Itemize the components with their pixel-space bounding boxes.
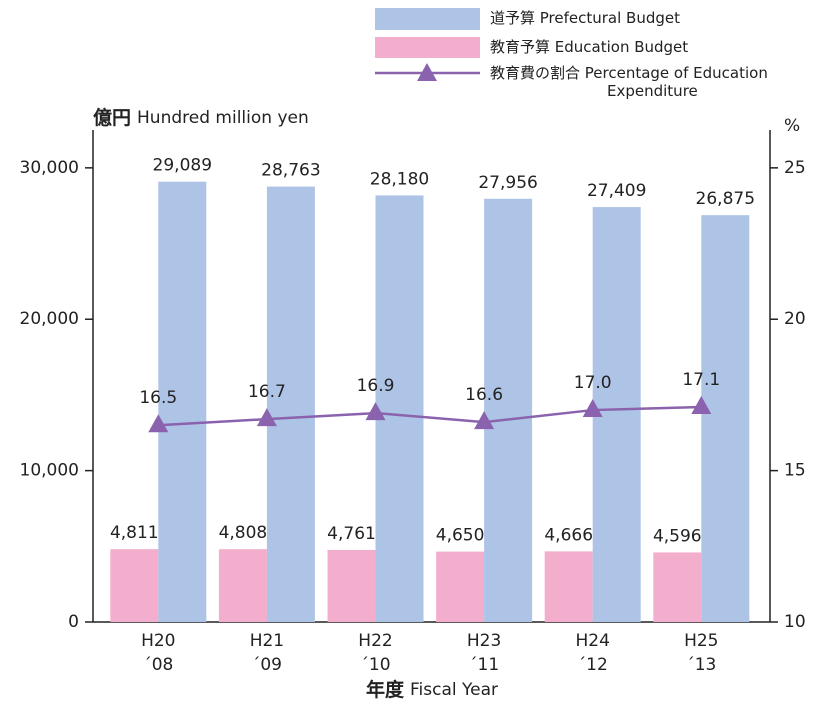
line-marker [582,399,603,418]
legend-swatch [375,37,480,58]
y2-tick-label: 10 [784,612,806,632]
bar-value-label: 26,875 [696,189,755,209]
legend-marker [417,63,437,81]
line-value-label: 17.0 [574,373,612,393]
legend-label: 教育費の割合 Percentage of Education Expenditu… [490,64,768,100]
line-value-label: 16.6 [465,385,503,405]
bar [701,215,750,622]
x-axis-label-ja: 年度 [366,678,405,701]
x-tick-label: ´08 [143,655,173,675]
bar [484,198,533,622]
bar [266,186,315,622]
bar-value-label: 4,650 [436,526,485,546]
y-tick-label: 10,000 [20,461,79,481]
x-tick-label: H23 [467,631,501,651]
bar-value-label: 28,763 [261,161,320,181]
y-tick-label: 30,000 [20,158,79,178]
y-tick-label: 0 [68,612,79,632]
x-tick-label: ´11 [469,655,499,675]
bar-value-label: 4,808 [219,523,268,543]
x-tick-label: ´09 [252,655,282,675]
x-tick-label: ´10 [360,655,390,675]
x-tick-label: H25 [684,631,718,651]
bar [375,195,424,623]
line [158,405,702,427]
y2-tick-label: 15 [784,461,806,481]
line-marker [256,408,277,427]
bar [327,549,376,622]
x-tick-label: ´13 [686,655,716,675]
line-value-label: 16.5 [139,388,177,408]
x-tick-label: H21 [250,631,284,651]
line-marker [148,414,169,433]
x-axis-label-en: Fiscal Year [410,680,498,700]
bar [158,181,207,622]
y2-axis-label: % [784,116,800,136]
bar-value-label: 28,180 [370,169,429,189]
line-marker [691,396,712,415]
legend-swatch [375,8,480,30]
line-value-label: 17.1 [682,370,720,390]
legend-label: 道予算 Prefectural Budget [490,9,681,27]
x-tick-label: ´12 [578,655,608,675]
bar [110,549,159,622]
x-tick-label: H24 [575,631,609,651]
bar-value-label: 27,409 [587,181,646,201]
y-tick-label: 20,000 [20,309,79,329]
bar-value-label: 27,956 [478,173,537,193]
x-tick-label: H22 [358,631,392,651]
line-marker [474,411,495,430]
bar [544,551,593,622]
bar-value-label: 4,666 [544,525,593,545]
bar-value-label: 4,761 [327,524,376,544]
line-value-label: 16.7 [248,382,286,402]
y2-tick-label: 20 [784,309,806,329]
y2-tick-label: 25 [784,158,806,178]
line-value-label: 16.9 [357,376,395,396]
y-axis-label-en: Hundred million yen [137,108,309,128]
legend-label: 教育予算 Education Budget [490,38,689,56]
bar-value-label: 29,089 [153,156,212,176]
y-axis-label-ja: 億円 [93,106,131,129]
y-axis-label: 億円 Hundred million yen [93,106,309,129]
bar [436,551,485,622]
bar [218,549,267,622]
bar [653,552,702,622]
line-marker [365,402,386,421]
x-axis-label: 年度 Fiscal Year [366,678,498,701]
bar-value-label: 4,596 [653,526,702,546]
x-tick-label: H20 [141,631,175,651]
bar-value-label: 4,811 [110,523,159,543]
